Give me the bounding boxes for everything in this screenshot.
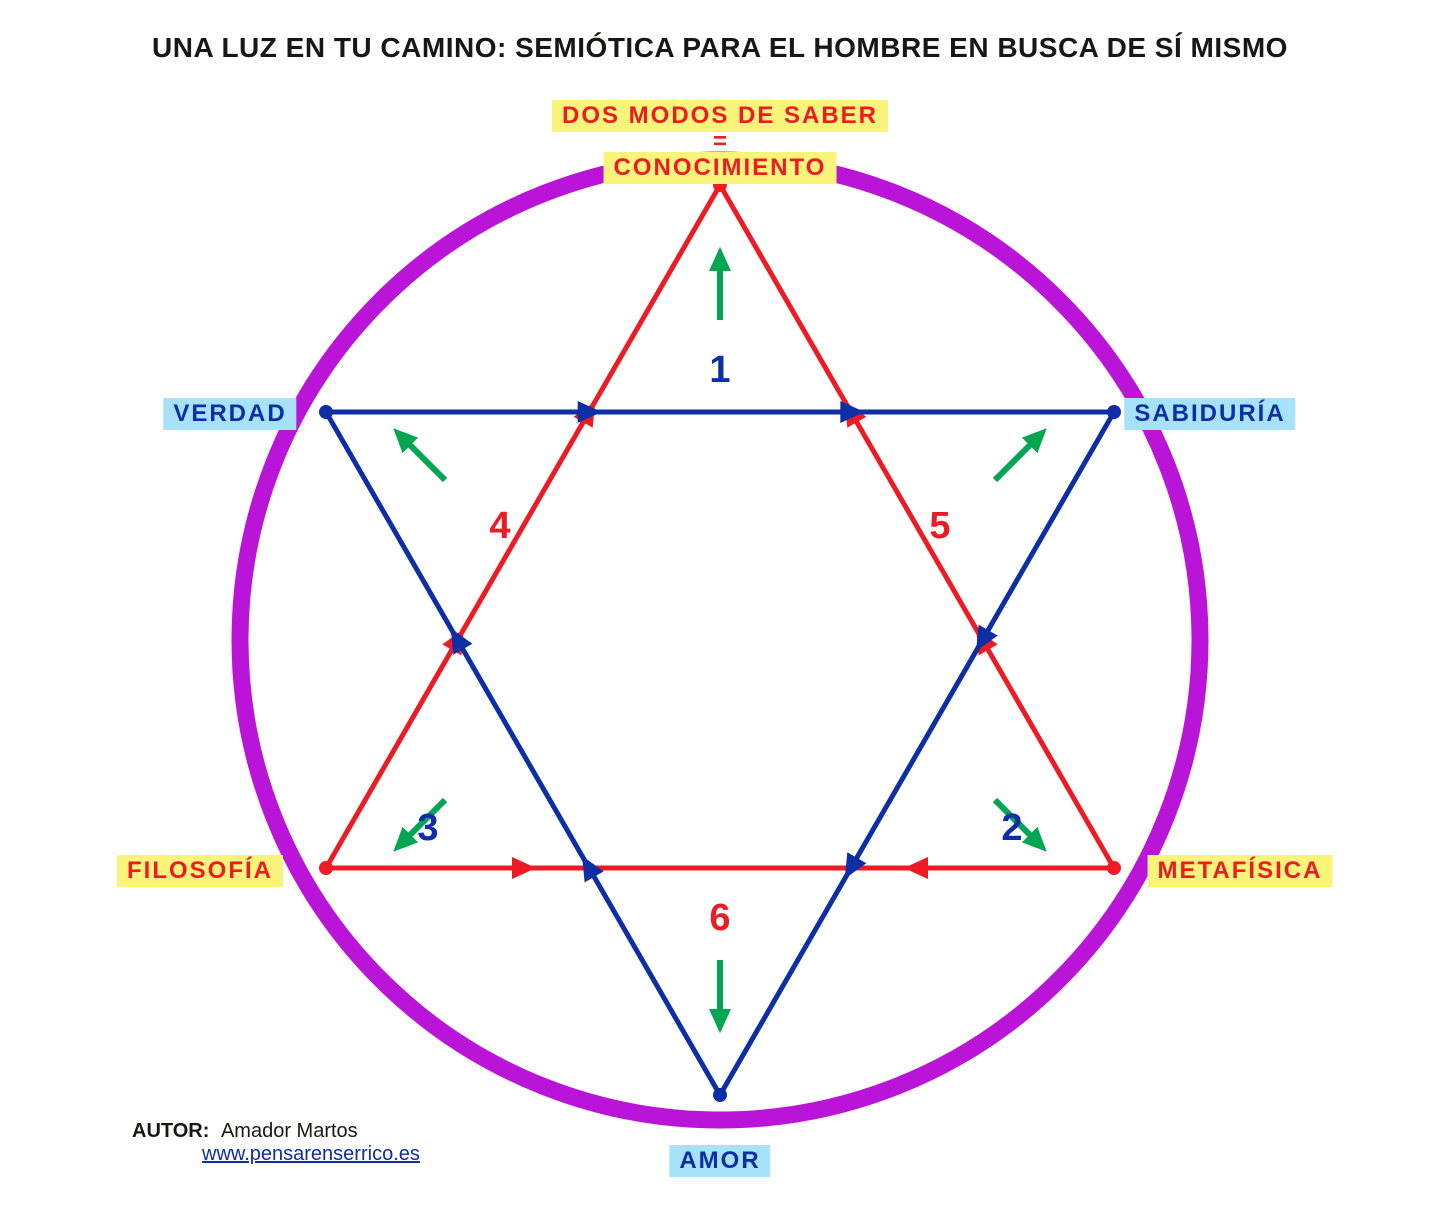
star-number: 5 bbox=[929, 505, 950, 547]
author-label: AUTOR: bbox=[132, 1120, 209, 1142]
star-number: 3 bbox=[417, 807, 438, 849]
label-verdad: VERDAD bbox=[163, 398, 296, 430]
author-block: AUTOR: Amador Martos www.pensarenserrico… bbox=[132, 1120, 420, 1166]
label-filosofia: FILOSOFÍA bbox=[117, 855, 283, 887]
label-metafisica: METAFÍSICA bbox=[1148, 855, 1333, 887]
author-name: Amador Martos bbox=[221, 1120, 358, 1142]
star-number: 4 bbox=[489, 505, 510, 547]
label-sabiduria: SABIDURÍA bbox=[1124, 398, 1295, 430]
star-number: 6 bbox=[709, 897, 730, 939]
star-number: 1 bbox=[709, 349, 730, 391]
label-conocimiento: CONOCIMIENTO bbox=[604, 152, 837, 184]
star-number: 2 bbox=[1001, 807, 1022, 849]
label-amor: AMOR bbox=[669, 1145, 770, 1177]
author-link[interactable]: www.pensarenserrico.es bbox=[202, 1143, 420, 1166]
